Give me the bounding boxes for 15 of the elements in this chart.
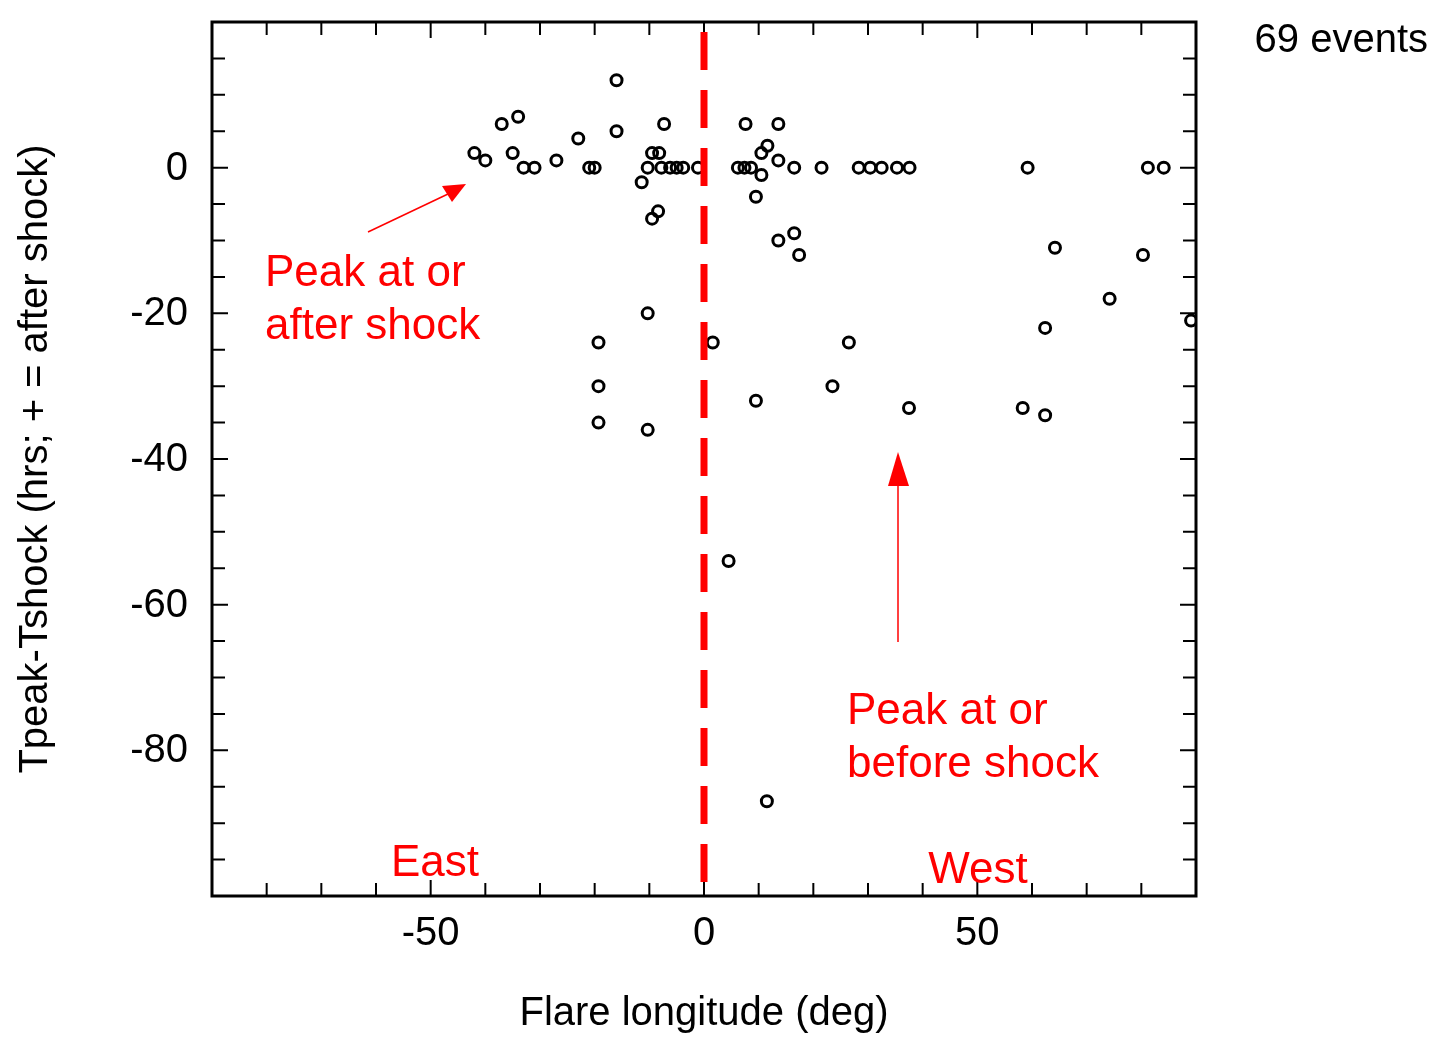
x-tick-label: 50 (955, 909, 1000, 954)
y-tick-label: -20 (130, 289, 188, 334)
y-tick-label: 0 (165, 143, 188, 188)
annotation: Peak at or before shock (847, 684, 1100, 786)
y-tick-label: -60 (130, 580, 188, 625)
annotation: Peak at or after shock (265, 246, 482, 348)
x-axis-title: Flare longitude (deg) (519, 989, 889, 1034)
y-tick-label: -80 (130, 726, 188, 771)
x-tick-label: -50 (401, 909, 460, 954)
x-tick-label: 0 (692, 909, 716, 954)
text: 69 events (1254, 16, 1428, 60)
y-axis-title: Tpeak-Tshock (hrs; + = after shock) (11, 144, 56, 774)
annotation: West (928, 843, 1028, 892)
annotation: East (390, 836, 480, 885)
y-tick-label: -40 (130, 435, 188, 480)
